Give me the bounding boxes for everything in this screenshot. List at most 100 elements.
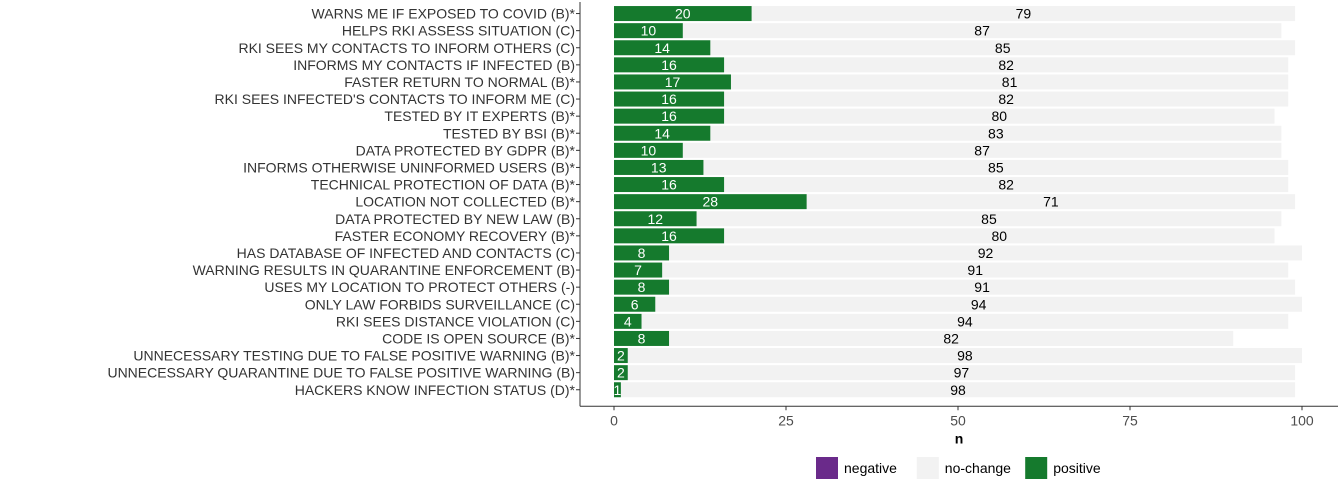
bar-no-change [662,262,1289,278]
bar-positive [614,108,725,124]
data-label-no-change: 85 [995,40,1011,56]
bar-no-change [730,74,1289,90]
category-label: ONLY LAW FORBIDS SURVEILLANCE (C) [305,296,575,312]
data-label-no-change: 97 [954,365,970,381]
data-label-positive: 8 [638,330,646,346]
data-label-no-change: 82 [998,57,1014,73]
category-label: RKI SEES INFECTED'S CONTACTS TO INFORM M… [215,91,575,107]
x-tick-label: 50 [950,412,966,428]
category-label: CODE IS OPEN SOURCE (B)* [382,330,575,346]
data-label-no-change: 91 [967,262,983,278]
bar-positive [614,228,725,244]
bar-no-change [710,125,1282,141]
legend: negative no-change positive [816,457,1101,479]
bar-positive [614,57,725,73]
data-label-positive: 16 [661,108,677,124]
data-label-no-change: 79 [1016,6,1032,22]
bar-positive [614,296,656,312]
category-label: TESTED BY BSI (B)* [443,125,576,141]
data-label-no-change: 87 [974,142,990,158]
bar-positive [614,194,807,210]
data-label-positive: 10 [641,142,657,158]
data-label-no-change: 82 [943,330,959,346]
data-label-no-change: 80 [991,228,1007,244]
data-label-no-change: 81 [1002,74,1018,90]
category-label: FASTER RETURN TO NORMAL (B)* [344,74,575,90]
legend-label-positive: positive [1053,460,1101,476]
data-label-positive: 4 [624,313,632,329]
data-label-positive: 17 [665,74,681,90]
data-label-positive: 28 [703,194,719,210]
bar-positive [614,91,725,107]
data-label-no-change: 98 [957,348,973,364]
data-label-positive: 6 [631,296,639,312]
data-label-no-change: 83 [988,125,1004,141]
data-label-positive: 10 [641,23,657,39]
bar-positive [614,348,628,364]
category-label: HAS DATABASE OF INFECTED AND CONTACTS (C… [237,245,575,261]
x-axis-title: n [955,430,964,446]
bar-positive [614,313,642,329]
axes [576,2,1338,407]
category-label: LOCATION NOT COLLECTED (B)* [355,194,575,210]
data-label-positive: 1 [614,382,622,398]
bar-no-change [710,40,1296,56]
legend-swatch-negative [816,457,838,479]
data-label-positive: 8 [638,245,646,261]
data-label-no-change: 94 [957,313,973,329]
x-tick-label: 25 [778,412,794,428]
bar-positive [614,279,670,295]
data-label-no-change: 80 [991,108,1007,124]
data-label-no-change: 87 [974,23,990,39]
bar-positive [614,382,621,398]
bar-positive [614,262,663,278]
data-label-no-change: 82 [998,91,1014,107]
category-label: INFORMS OTHERWISE UNINFORMED USERS (B)* [243,159,575,175]
category-label: HELPS RKI ASSESS SITUATION (C) [342,23,575,39]
bar-positive [614,330,670,346]
bar-positive [614,125,711,141]
bar-no-change [669,245,1302,261]
bar-no-change [696,211,1282,227]
bar-no-change [724,91,1289,107]
category-label: INFORMS MY CONTACTS IF INFECTED (B) [293,57,575,73]
data-label-positive: 16 [661,228,677,244]
category-label: FASTER ECONOMY RECOVERY (B)* [335,228,576,244]
legend-swatch-no-change [916,457,939,479]
data-label-positive: 16 [661,177,677,193]
bar-positive [614,142,683,158]
bar-positive [614,211,697,227]
bar-positive [614,245,670,261]
legend-label-no-change: no-change [945,460,1011,476]
category-labels: WARNS ME IF EXPOSED TO COVID (B)*HELPS R… [107,6,575,398]
category-label: TESTED BY IT EXPERTS (B)* [384,108,575,124]
bar-no-change [751,6,1296,22]
category-label: TECHNICAL PROTECTION OF DATA (B)* [311,177,576,193]
data-label-positive: 2 [617,365,625,381]
data-label-positive: 8 [638,279,646,295]
bar-no-change [627,365,1296,381]
bar-positive [614,365,628,381]
data-label-positive: 16 [661,57,677,73]
category-label: UNNECESSARY TESTING DUE TO FALSE POSITIV… [133,348,575,364]
category-label: RKI SEES DISTANCE VIOLATION (C) [336,313,575,329]
x-tick-label: 0 [610,412,618,428]
data-label-positive: 7 [634,262,642,278]
data-label-positive: 13 [651,159,667,175]
data-label-positive: 20 [675,6,691,22]
bar-no-change [806,194,1296,210]
bar-no-change [669,279,1296,295]
bar-no-change [669,330,1234,346]
category-label: RKI SEES MY CONTACTS TO INFORM OTHERS (C… [238,40,575,56]
bar-no-change [724,228,1275,244]
legend-label-negative: negative [844,460,897,476]
data-label-no-change: 98 [950,382,966,398]
bar-positive [614,74,731,90]
category-label: HACKERS KNOW INFECTION STATUS (D)* [295,382,576,398]
data-label-no-change: 82 [998,177,1014,193]
bar-no-change [724,177,1289,193]
bar-positive [614,40,711,56]
